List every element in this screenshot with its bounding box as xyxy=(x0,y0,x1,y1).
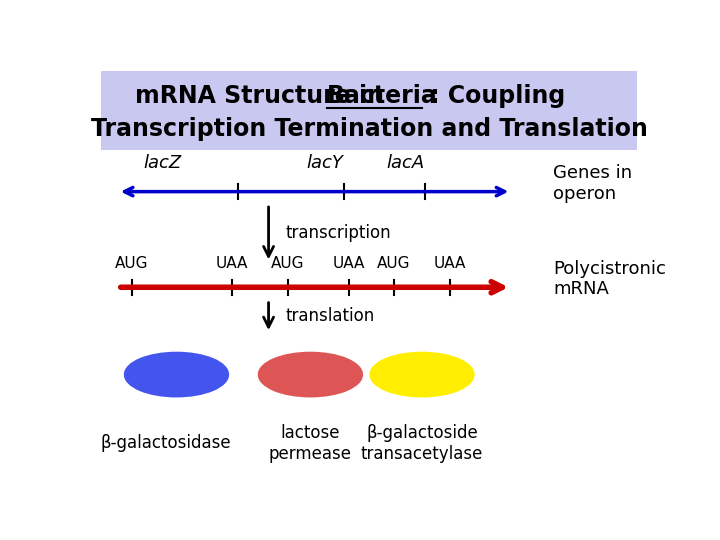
Ellipse shape xyxy=(125,353,228,396)
Ellipse shape xyxy=(370,353,474,396)
Text: Transcription Termination and Translation: Transcription Termination and Translatio… xyxy=(91,117,647,141)
Text: Genes in
operon: Genes in operon xyxy=(553,164,632,202)
Text: β-galactoside
transacetylase: β-galactoside transacetylase xyxy=(361,424,483,463)
FancyBboxPatch shape xyxy=(101,71,637,150)
Text: UAA: UAA xyxy=(215,256,248,272)
Text: AUG: AUG xyxy=(115,256,148,272)
Text: : Coupling: : Coupling xyxy=(422,84,565,108)
Ellipse shape xyxy=(258,353,362,396)
Text: lactose
permease: lactose permease xyxy=(269,424,352,463)
Text: β-galactosidase: β-galactosidase xyxy=(100,434,230,452)
Text: AUG: AUG xyxy=(271,256,305,272)
Text: lacZ: lacZ xyxy=(143,154,181,172)
Text: lacA: lacA xyxy=(386,154,424,172)
Text: Bacteria: Bacteria xyxy=(327,84,438,108)
Text: lacY: lacY xyxy=(306,154,343,172)
Text: mRNA Structure in: mRNA Structure in xyxy=(135,84,392,108)
Text: AUG: AUG xyxy=(377,256,411,272)
Text: Polycistronic
mRNA: Polycistronic mRNA xyxy=(553,260,666,298)
Text: UAA: UAA xyxy=(333,256,365,272)
Text: UAA: UAA xyxy=(433,256,466,272)
Text: translation: translation xyxy=(285,307,374,326)
Text: transcription: transcription xyxy=(285,224,391,242)
